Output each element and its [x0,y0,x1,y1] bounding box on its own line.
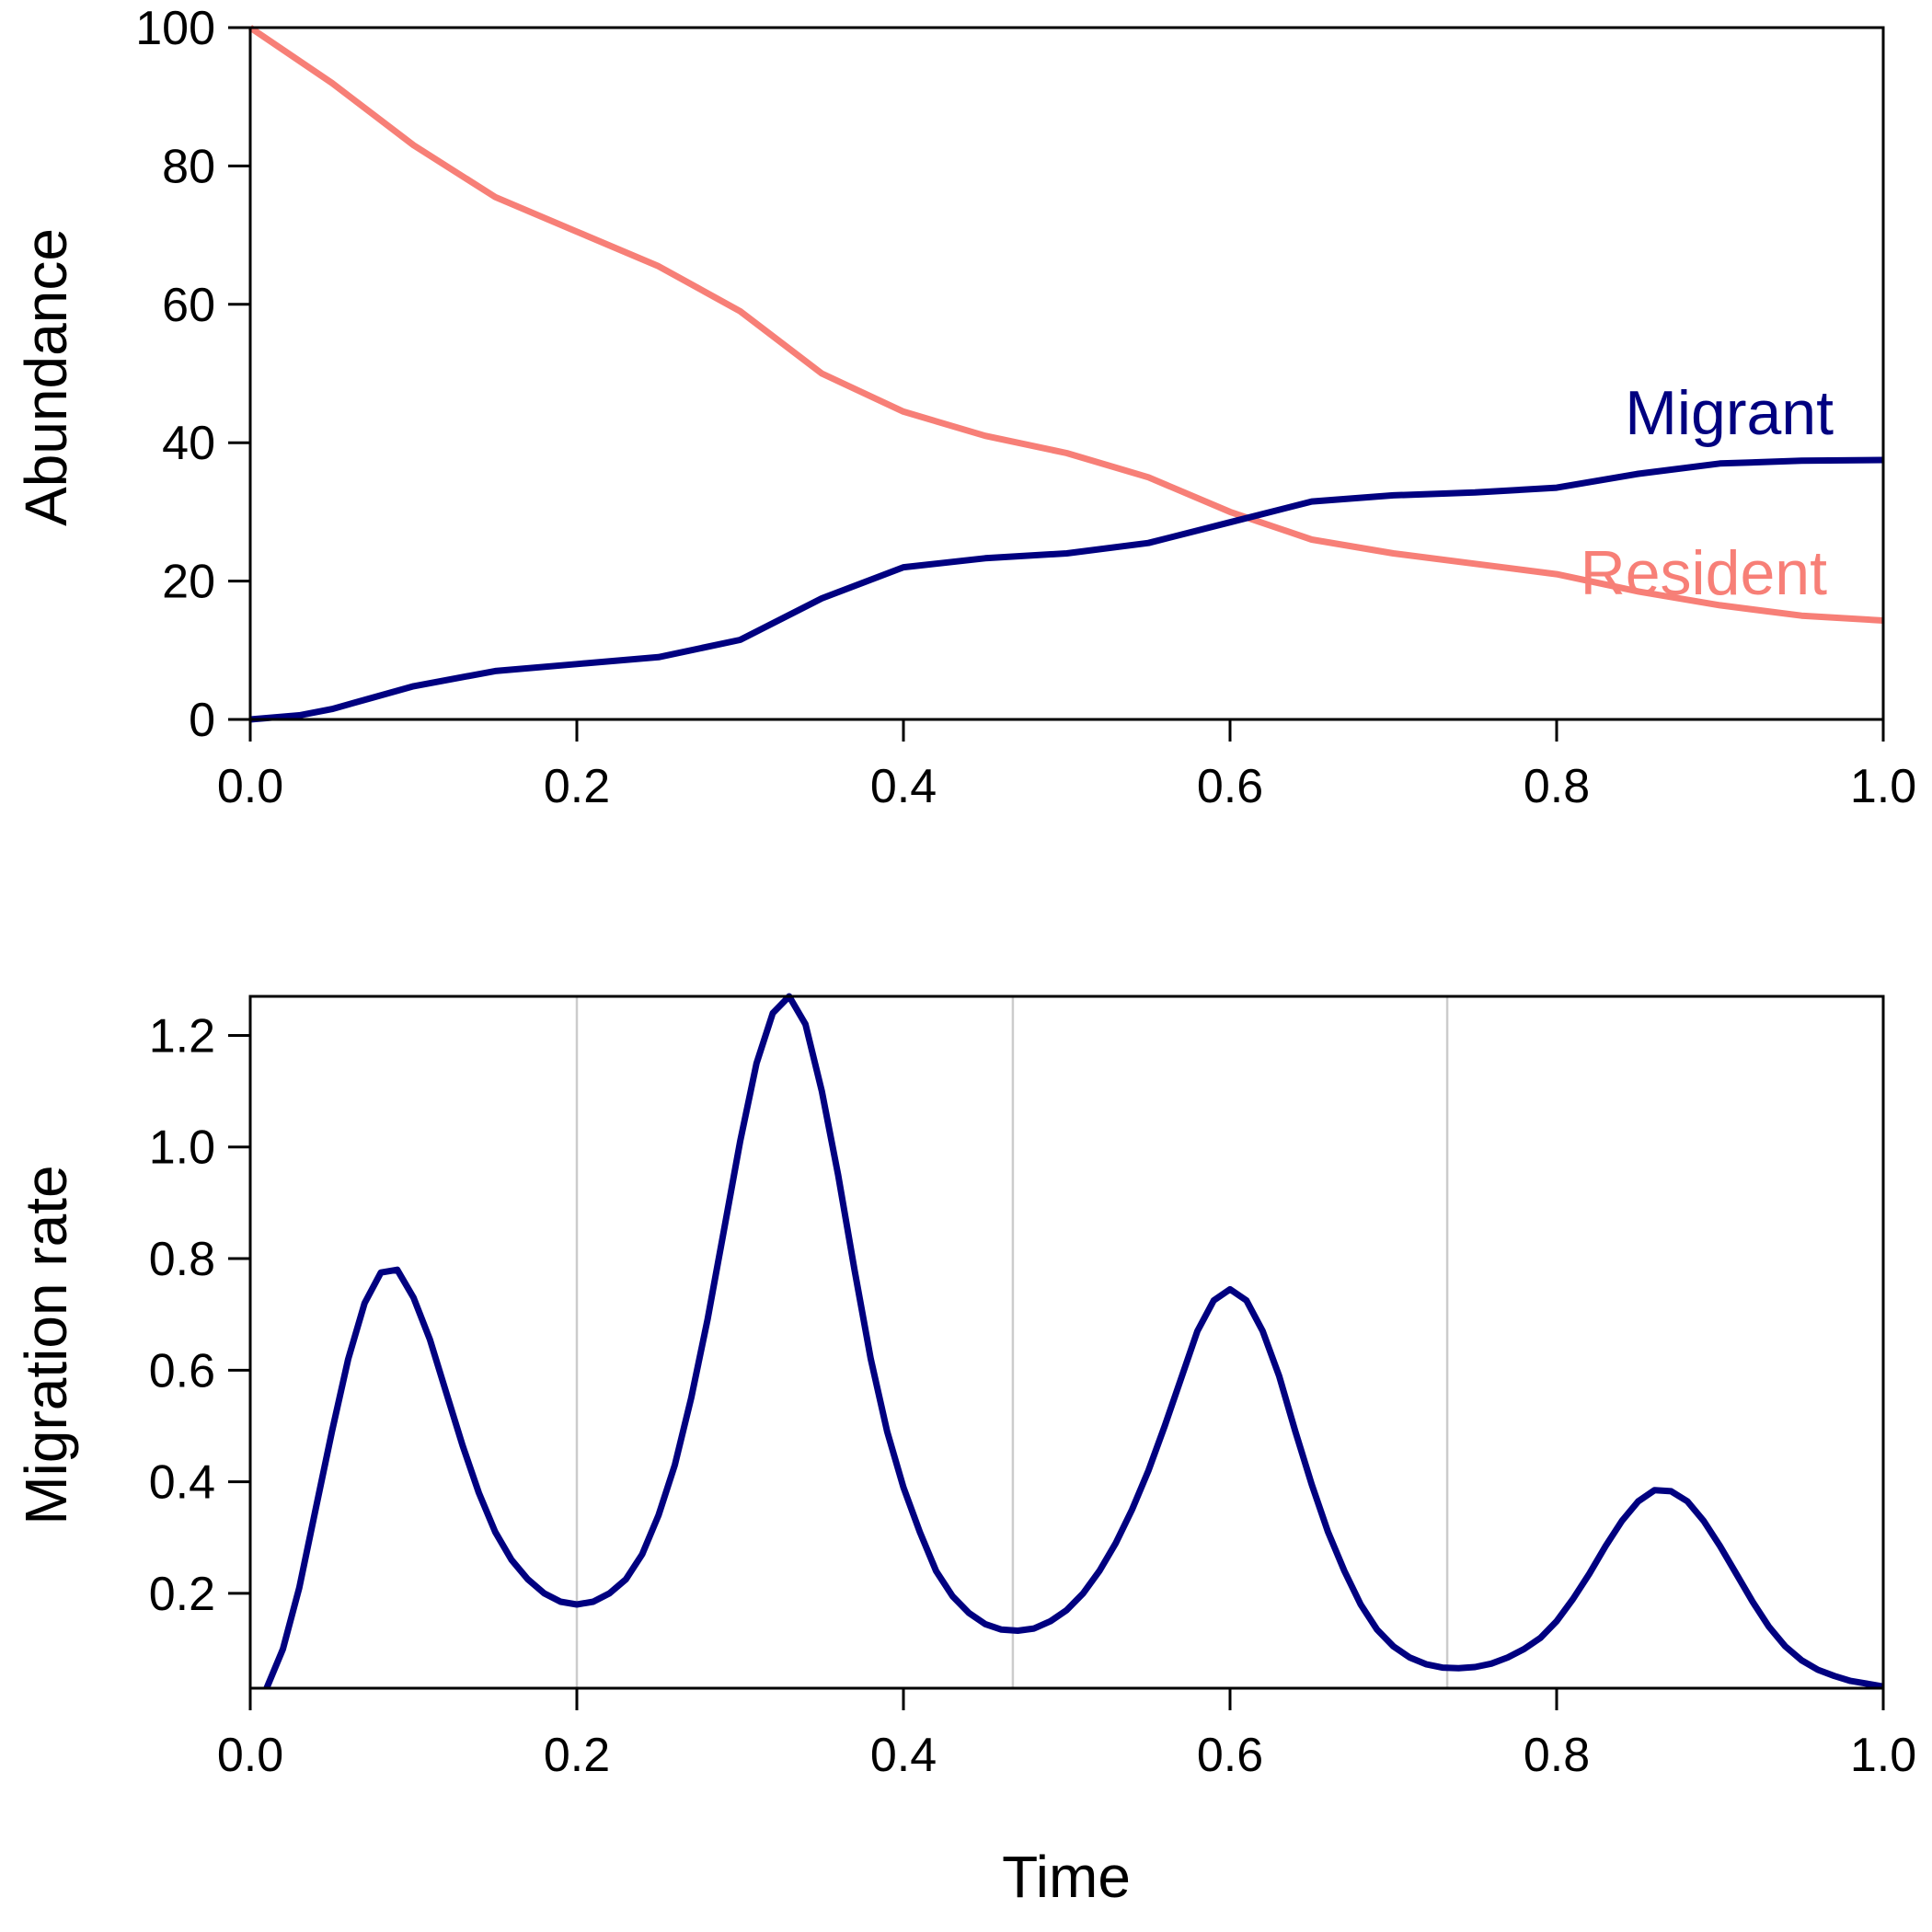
abundance-y-tick-label-1: 20 [162,556,215,609]
migration-x-tick-label-4: 0.8 [1524,1729,1590,1782]
abundance-x-tick-label-0: 0.0 [217,760,283,813]
migration-x-tick-label-5: 1.0 [1850,1729,1916,1782]
migration-vertical-lines [575,996,1449,1688]
migration-x-tick-label-0: 0.0 [217,1729,283,1782]
resident-series-label: Resident [1581,538,1827,608]
migration-rate-chart: 0.0 0.2 0.4 0.6 0.8 1.0 0.2 0.4 0.6 0.8 1.0 1.2 Mi… [13,993,1916,1910]
abundance-series-line-resident [248,25,1884,624]
migrant-series-label: Migrant [1625,378,1834,448]
abundance-y-tick-label-0: 0 [189,694,215,747]
migration-y-tick-label-3: 0.8 [149,1233,215,1286]
abundance-series-lines [248,25,1884,723]
migration-x-tick-label-3: 0.6 [1197,1729,1263,1782]
migration-x-tick-label-2: 0.4 [870,1729,937,1782]
abundance-chart: 0.0 0.2 0.4 0.6 0.8 1.0 0 20 40 60 80 100 Abundanc… [13,2,1916,813]
migration-plot-frame [248,995,1885,1690]
migration-x-ticks: 0.0 0.2 0.4 0.6 0.8 1.0 [217,1688,1916,1782]
abundance-x-tick-label-3: 0.6 [1197,760,1263,813]
migration-series-lines [263,993,1884,1690]
abundance-y-tick-label-3: 60 [162,279,215,332]
migration-series-line-0 [263,993,1884,1690]
abundance-plot-frame [248,26,1885,721]
migration-y-tick-label-5: 1.2 [149,1009,215,1063]
abundance-x-tick-label-5: 1.0 [1850,760,1916,813]
migration-y-tick-label-1: 0.4 [149,1456,215,1510]
migration-y-ticks: 0.2 0.4 0.6 0.8 1.0 1.2 [149,1009,250,1621]
migration-y-tick-label-4: 1.0 [149,1121,215,1175]
migration-y-axis-title: Migration rate [13,1165,79,1524]
abundance-y-tick-label-4: 80 [162,140,215,193]
migration-y-tick-label-0: 0.2 [149,1568,215,1621]
time-x-axis-title: Time [1002,1844,1131,1910]
abundance-y-tick-label-5: 100 [135,2,215,55]
abundance-y-axis-title: Abundance [13,228,79,526]
abundance-y-ticks: 0 20 40 60 80 100 [135,2,250,747]
abundance-x-tick-label-2: 0.4 [870,760,937,813]
abundance-series-line-migrant [249,456,1884,723]
abundance-y-tick-label-2: 40 [162,417,215,470]
migration-y-tick-label-2: 0.6 [149,1344,215,1397]
migration-x-tick-label-1: 0.2 [544,1729,610,1782]
abundance-x-tick-label-1: 0.2 [544,760,610,813]
abundance-x-tick-label-4: 0.8 [1524,760,1590,813]
abundance-x-ticks: 0.0 0.2 0.4 0.6 0.8 1.0 [217,719,1916,813]
